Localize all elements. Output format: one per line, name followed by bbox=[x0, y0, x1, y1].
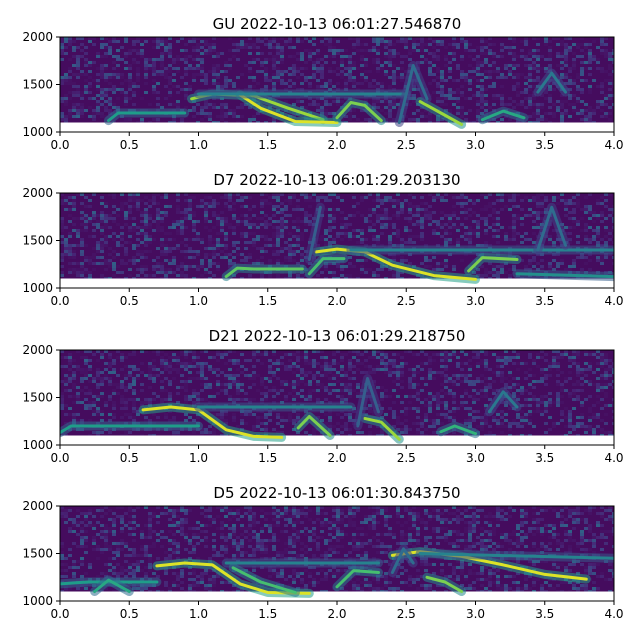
track-core-0 bbox=[60, 424, 200, 435]
x-tick-label: 4.0 bbox=[604, 451, 623, 465]
track-core-1 bbox=[307, 257, 346, 276]
track-core-5 bbox=[515, 272, 614, 279]
x-tick-label: 4.0 bbox=[604, 607, 623, 621]
x-tick-label: 0.0 bbox=[50, 451, 69, 465]
x-tick-label: 2.0 bbox=[327, 607, 346, 621]
x-tick-label: 0.5 bbox=[120, 607, 139, 621]
y-tick-label: 2000 bbox=[22, 186, 53, 200]
track-core-3 bbox=[296, 415, 332, 437]
spectrogram-gu: 0.0 0.5 1.0 1.5 2.0 2.5 3.0 3.5 4.0 1000 1500 2000 bbox=[22, 30, 623, 152]
x-tick-label: 3.0 bbox=[466, 138, 485, 152]
track-core-6 bbox=[487, 390, 519, 414]
track-core-7 bbox=[356, 377, 380, 428]
spectrogram-d7: 0.0 0.5 1.0 1.5 2.0 2.5 3.0 3.5 4.0 1000 1500 2000 bbox=[22, 186, 623, 308]
y-tick-label: 1500 bbox=[22, 78, 53, 92]
panel-title-gu: GU 2022-10-13 06:01:27.546870 bbox=[213, 15, 462, 33]
track-core-6 bbox=[536, 205, 567, 252]
panel-d5: D5 2022-10-13 06:01:30.843750 0.0 0.5 1.0 1… bbox=[22, 484, 623, 621]
x-tick-label: 3.5 bbox=[535, 138, 554, 152]
x-tick-label: 2.5 bbox=[397, 294, 416, 308]
x-tick-label: 1.5 bbox=[258, 138, 277, 152]
track-core-5 bbox=[439, 424, 477, 436]
x-tick-label: 0.0 bbox=[50, 607, 69, 621]
panel-title-d7: D7 2022-10-13 06:01:29.203130 bbox=[213, 171, 460, 189]
x-tick-label: 1.0 bbox=[189, 607, 208, 621]
track-core-5 bbox=[335, 569, 380, 589]
track-core-4 bbox=[363, 416, 401, 441]
y-tick-label: 2000 bbox=[22, 343, 53, 357]
track-core-5 bbox=[418, 100, 464, 126]
panel-d21: D21 2022-10-13 06:01:29.218750 0.0 0.5 1.0… bbox=[22, 327, 623, 465]
track-core-1 bbox=[141, 405, 284, 439]
y-tick-label: 2000 bbox=[22, 499, 53, 513]
panel-title-d5: D5 2022-10-13 06:01:30.843750 bbox=[213, 484, 460, 502]
x-tick-label: 0.0 bbox=[50, 294, 69, 308]
x-tick-label: 1.5 bbox=[258, 607, 277, 621]
y-tick-label: 1000 bbox=[22, 281, 53, 295]
track-core-9 bbox=[390, 547, 415, 574]
x-tick-label: 4.0 bbox=[604, 138, 623, 152]
x-tick-label: 1.5 bbox=[258, 451, 277, 465]
low-frequency-blank-band bbox=[60, 122, 614, 132]
y-tick-label: 1000 bbox=[22, 594, 53, 608]
track-core-0 bbox=[107, 111, 187, 123]
y-tick-label: 1500 bbox=[22, 234, 53, 248]
track-core-6 bbox=[390, 550, 588, 581]
panel-title-d21: D21 2022-10-13 06:01:29.218750 bbox=[209, 327, 466, 345]
x-tick-label: 1.0 bbox=[189, 138, 208, 152]
track-core-0 bbox=[224, 266, 304, 279]
track-core-6 bbox=[480, 109, 526, 122]
x-tick-label: 2.0 bbox=[327, 451, 346, 465]
vocalization-tracks bbox=[60, 374, 522, 444]
y-tick-label: 1500 bbox=[22, 547, 53, 561]
x-tick-label: 3.0 bbox=[466, 451, 485, 465]
x-tick-label: 1.5 bbox=[258, 294, 277, 308]
track-core-4 bbox=[231, 566, 297, 594]
spectrogram-d5: 0.0 0.5 1.0 1.5 2.0 2.5 3.0 3.5 4.0 1000 1500 2000 bbox=[22, 499, 623, 621]
track-core-8 bbox=[397, 64, 429, 124]
y-tick-label: 2000 bbox=[22, 30, 53, 44]
track-core-7 bbox=[307, 205, 322, 261]
track-core-8 bbox=[425, 575, 464, 593]
y-tick-label: 1000 bbox=[22, 438, 53, 452]
x-tick-label: 4.0 bbox=[604, 294, 623, 308]
x-tick-label: 2.0 bbox=[327, 138, 346, 152]
x-tick-label: 0.5 bbox=[120, 451, 139, 465]
x-tick-label: 3.5 bbox=[535, 607, 554, 621]
x-tick-label: 0.5 bbox=[120, 138, 139, 152]
track-core-4 bbox=[467, 256, 519, 273]
vocalization-tracks bbox=[221, 202, 614, 284]
track-core-2 bbox=[314, 247, 477, 281]
x-tick-label: 2.5 bbox=[397, 138, 416, 152]
track-core-2 bbox=[238, 93, 339, 124]
track-core-7 bbox=[536, 71, 567, 94]
spectrogram-d21: 0.0 0.5 1.0 1.5 2.0 2.5 3.0 3.5 4.0 1000 1500 2000 bbox=[22, 343, 623, 465]
low-frequency-blank-band bbox=[60, 435, 614, 445]
track-core-4 bbox=[335, 101, 383, 123]
x-tick-label: 0.5 bbox=[120, 294, 139, 308]
vocalization-tracks bbox=[60, 544, 614, 598]
x-tick-label: 1.0 bbox=[189, 294, 208, 308]
low-frequency-blank-band bbox=[60, 591, 614, 601]
track-core-7 bbox=[418, 552, 614, 560]
x-tick-label: 2.5 bbox=[397, 451, 416, 465]
track-core-1 bbox=[93, 578, 131, 593]
x-tick-label: 1.0 bbox=[189, 451, 208, 465]
vocalization-tracks bbox=[104, 61, 570, 129]
x-tick-label: 3.5 bbox=[535, 451, 554, 465]
x-tick-label: 3.5 bbox=[535, 294, 554, 308]
panel-gu: GU 2022-10-13 06:01:27.546870 0.0 0.5 1.0 1… bbox=[22, 15, 623, 152]
track-core-2 bbox=[155, 561, 311, 595]
panel-d7: D7 2022-10-13 06:01:29.203130 0.0 0.5 1.0 1… bbox=[22, 171, 623, 308]
x-tick-label: 3.0 bbox=[466, 607, 485, 621]
x-tick-label: 2.0 bbox=[327, 294, 346, 308]
x-tick-label: 2.5 bbox=[397, 607, 416, 621]
low-frequency-blank-band bbox=[60, 278, 614, 288]
y-tick-label: 1000 bbox=[22, 125, 53, 139]
y-tick-label: 1500 bbox=[22, 391, 53, 405]
x-tick-label: 0.0 bbox=[50, 138, 69, 152]
x-tick-label: 3.0 bbox=[466, 294, 485, 308]
